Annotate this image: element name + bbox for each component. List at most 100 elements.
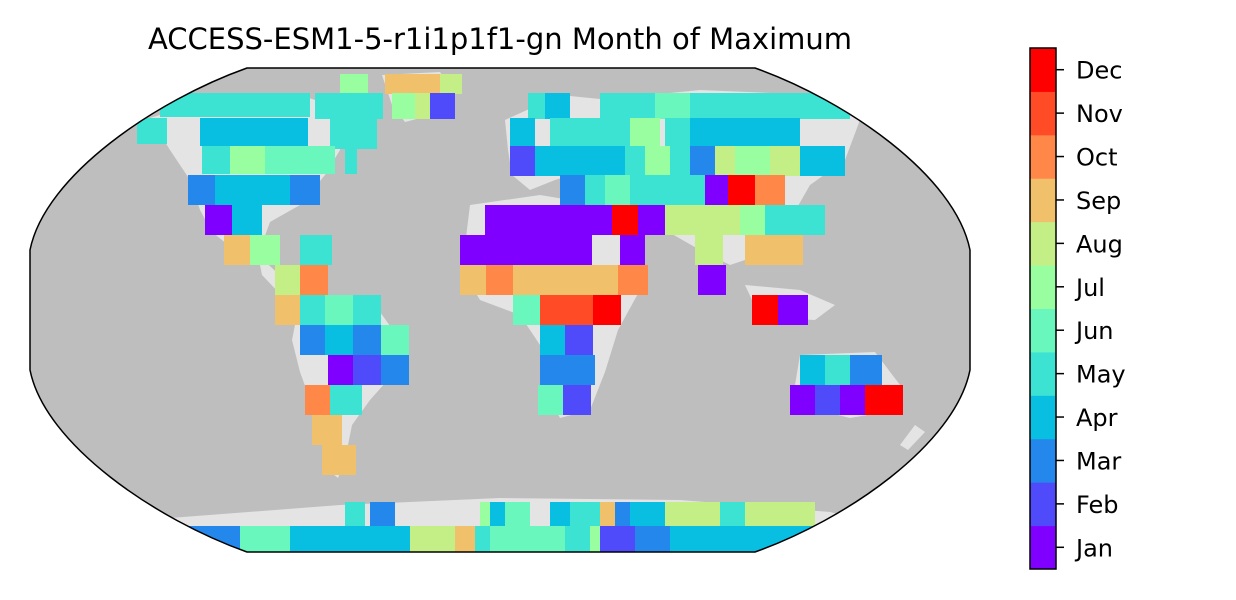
- colorbar-tick-label: Feb: [1076, 491, 1119, 519]
- grid-cell-mar: [381, 355, 409, 385]
- grid-cell-may: [345, 146, 357, 174]
- grid-cell-sep: [312, 415, 342, 445]
- grid-cell-sep: [745, 235, 803, 265]
- map-title: ACCESS-ESM1-5-r1i1p1f1-gn Month of Maxim…: [147, 22, 853, 56]
- grid-cell-sep: [322, 445, 356, 475]
- colorbar-tick-label: Aug: [1076, 230, 1123, 258]
- grid-cell-apr: [690, 118, 800, 148]
- grid-cell-may: [137, 118, 167, 144]
- grid-cell-sep: [275, 295, 303, 325]
- world-map: [29, 67, 971, 553]
- grid-cell-jan: [620, 235, 645, 265]
- grid-cell-may: [300, 235, 332, 265]
- colorbar-swatches: [1030, 48, 1056, 570]
- grid-cell-apr: [540, 325, 568, 355]
- grid-cell-may: [550, 118, 630, 148]
- grid-cell-mar: [615, 502, 630, 526]
- grid-cell-may: [570, 502, 605, 526]
- grid-cell-jul: [740, 205, 768, 235]
- grid-cell-feb: [510, 146, 535, 176]
- colorbar-swatch-sep: [1030, 178, 1056, 223]
- grid-cell-apr: [800, 355, 828, 385]
- grid-cell-jan: [698, 265, 726, 295]
- grid-cell-mar: [370, 502, 395, 526]
- grid-cell-jan: [460, 235, 592, 265]
- colorbar-swatch-jul: [1030, 265, 1056, 309]
- grid-cell-may: [202, 146, 232, 174]
- colorbar-tick-label: Mar: [1076, 447, 1121, 475]
- grid-cell-mar: [290, 175, 320, 205]
- colorbar-swatch-jan: [1030, 525, 1056, 570]
- grid-cell-jun: [265, 146, 335, 174]
- colorbar-ticks: Jan Feb Mar Apr May Jun Jul Aug Sep Oct Nov Dec: [1056, 57, 1126, 562]
- grid-cell-dec: [612, 205, 640, 235]
- grid-cell-feb: [565, 325, 593, 355]
- grid-cell-sep: [224, 235, 252, 265]
- grid-cell-jun: [381, 325, 409, 355]
- grid-cell-mar: [560, 175, 588, 205]
- grid-cell-jan: [205, 205, 235, 235]
- grid-cell-may: [160, 93, 310, 117]
- colorbar-frame: [1029, 47, 1057, 570]
- colorbar-swatch-jun: [1030, 308, 1056, 353]
- month-of-maximum-cells: [137, 74, 903, 552]
- grid-cell-apr: [510, 118, 535, 148]
- grid-cell-apr: [290, 526, 410, 552]
- colorbar-swatch-may: [1030, 351, 1056, 396]
- grid-cell-jul: [630, 118, 660, 148]
- grid-cell-jan: [638, 205, 668, 235]
- grid-cell-jul: [392, 93, 417, 119]
- grid-cell-may: [330, 119, 358, 149]
- colorbar-tick-label: Jun: [1074, 317, 1114, 345]
- colorbar-swatch-mar: [1030, 438, 1056, 483]
- grid-cell-sep: [385, 74, 445, 94]
- grid-cell-jan: [328, 355, 356, 385]
- grid-cell-mar: [635, 526, 675, 552]
- colorbar-tick-label: Jan: [1074, 534, 1113, 562]
- colorbar-tick-label: Apr: [1076, 404, 1118, 432]
- grid-cell-may: [330, 385, 362, 415]
- colorbar-tick-label: May: [1076, 361, 1126, 389]
- grid-cell-dec: [865, 385, 903, 415]
- grid-cell-may: [300, 295, 328, 325]
- grid-cell-oct: [618, 265, 648, 295]
- grid-cell-apr: [490, 502, 505, 526]
- colorbar-swatch-apr: [1030, 395, 1056, 440]
- grid-cell-mar: [353, 325, 381, 355]
- grid-cell-apr: [535, 146, 625, 176]
- grid-cell-apr: [545, 93, 570, 119]
- grid-cell-mar: [300, 325, 328, 355]
- grid-cell-may: [600, 93, 660, 119]
- grid-cell-feb: [430, 93, 455, 119]
- colorbar-swatch-aug: [1030, 221, 1056, 266]
- grid-cell-jun: [538, 385, 566, 415]
- map-border: [29, 67, 971, 553]
- colorbar-swatch-dec: [1030, 48, 1056, 92]
- grid-cell-jul: [250, 235, 280, 265]
- grid-cell-jan: [778, 295, 808, 325]
- grid-cell-aug: [275, 265, 303, 295]
- grid-cell-may: [353, 295, 381, 325]
- grid-cell-oct: [300, 265, 328, 295]
- grid-cell-dec: [728, 175, 758, 205]
- grid-cell-apr: [325, 325, 355, 355]
- land-new-zealand: [900, 425, 925, 450]
- grid-cell-jun: [505, 502, 530, 526]
- grid-cell-may: [355, 119, 377, 149]
- grid-cell-may: [765, 205, 825, 235]
- grid-cell-dec: [752, 295, 780, 325]
- colorbar-tick-label: Oct: [1076, 144, 1118, 172]
- grid-cell-jul: [480, 502, 490, 526]
- colorbar-tick-label: Dec: [1076, 57, 1122, 85]
- grid-cell-jun: [325, 295, 355, 325]
- grid-cell-mar: [540, 355, 595, 385]
- grid-cell-apr: [630, 502, 670, 526]
- colorbar-swatch-feb: [1030, 482, 1056, 527]
- grid-cell-jan: [485, 205, 615, 235]
- colorbar-tick-label: Sep: [1076, 187, 1121, 215]
- grid-cell-may: [630, 175, 710, 205]
- grid-cell-jun: [513, 295, 541, 325]
- grid-cell-sep: [513, 265, 621, 295]
- grid-cell-apr: [215, 175, 295, 205]
